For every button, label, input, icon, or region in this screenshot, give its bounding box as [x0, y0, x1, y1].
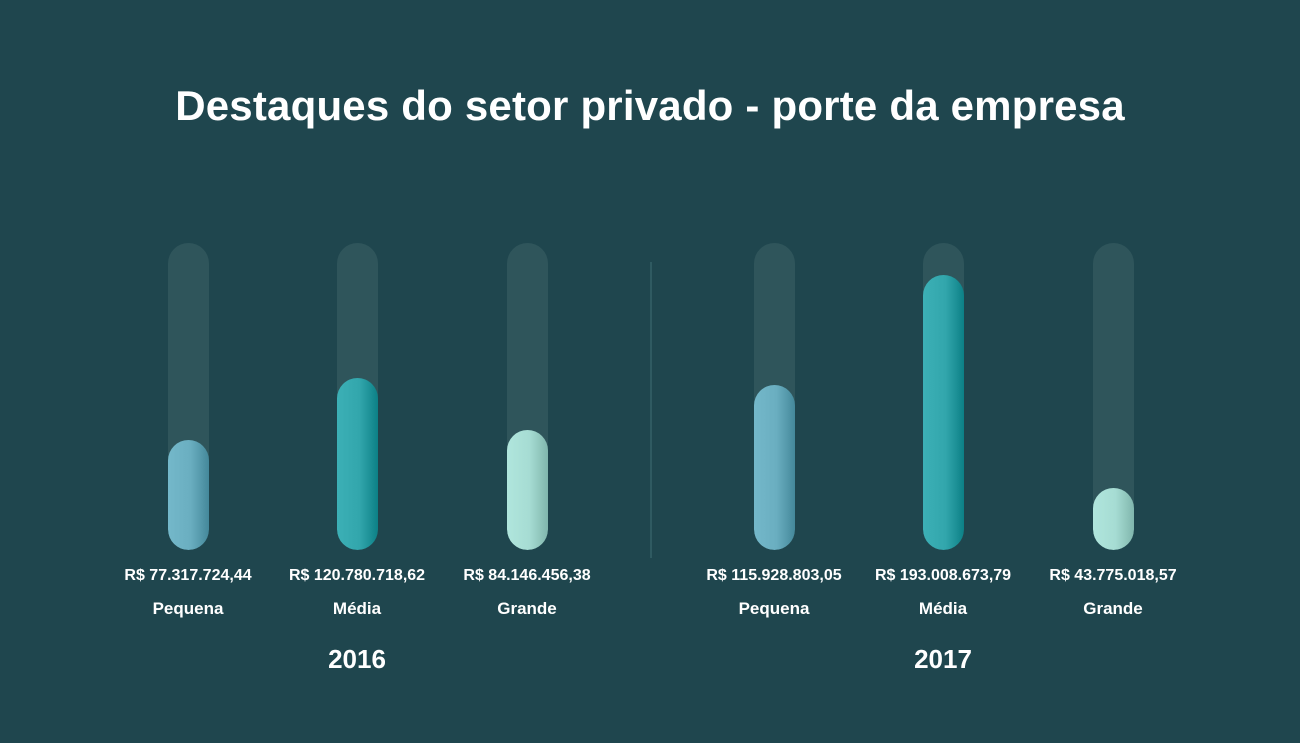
- bar-value-label: R$ 120.780.718,62: [288, 567, 426, 584]
- bar-track: [506, 243, 548, 550]
- group-year-label: 2017: [914, 644, 972, 674]
- bar-track: [922, 243, 964, 550]
- bar: [922, 274, 964, 550]
- bar: [336, 377, 378, 550]
- bar-track: [753, 243, 795, 550]
- bar: [753, 384, 795, 550]
- bar: [1092, 487, 1134, 550]
- bar-category-label: Pequena: [152, 599, 224, 618]
- bar-value-label: R$ 77.317.724,44: [124, 567, 252, 584]
- bar-track: [167, 243, 209, 550]
- group-divider: [650, 262, 652, 558]
- bar-value-label: R$ 193.008.673,79: [874, 567, 1012, 584]
- bar-category-label: Pequena: [738, 599, 810, 618]
- group-year-label: 2016: [328, 644, 386, 674]
- bar-track: [336, 243, 378, 550]
- bar-category-label: Grande: [1083, 599, 1143, 618]
- bar-category-label: Média: [332, 599, 382, 618]
- chart-title: Destaques do setor privado - porte da em…: [175, 82, 1125, 129]
- bar-category-label: Média: [918, 599, 968, 618]
- bar-value-label: R$ 84.146.456,38: [463, 567, 591, 584]
- bar-value-label: R$ 43.775.018,57: [1049, 567, 1177, 584]
- bar: [506, 430, 548, 550]
- bar-value-label: R$ 115.928.803,05: [706, 567, 842, 584]
- bar: [167, 439, 209, 550]
- bar-track: [1092, 243, 1134, 550]
- bar-category-label: Grande: [497, 599, 557, 618]
